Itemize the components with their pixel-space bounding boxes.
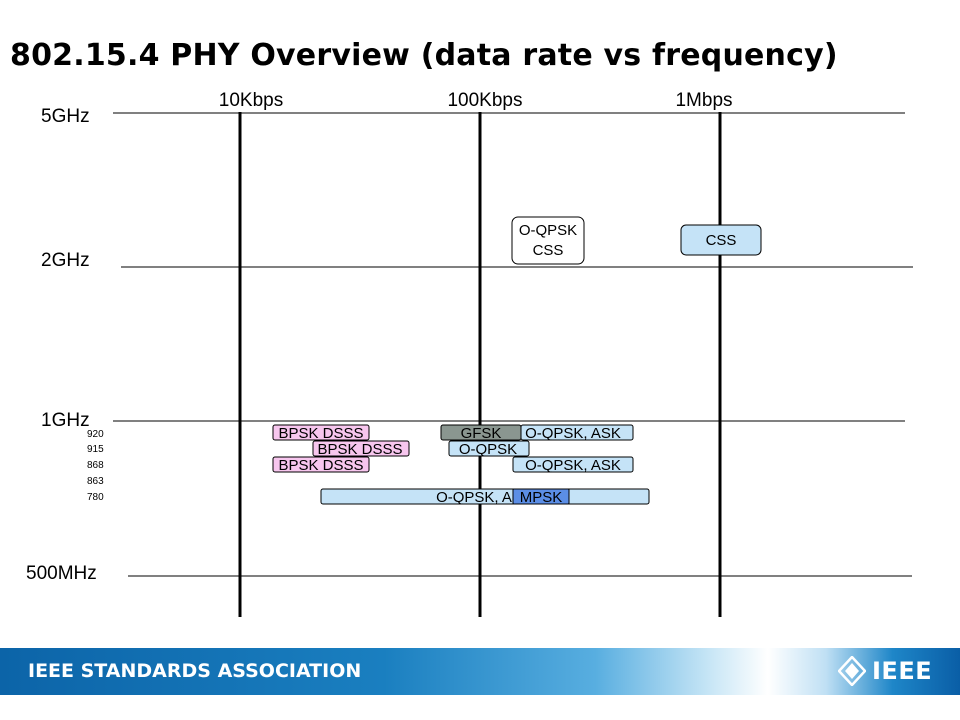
svg-text:O-QPSK: O-QPSK <box>519 222 577 239</box>
phy-box-bpsk-dsss-868: BPSK DSSS <box>272 456 370 474</box>
svg-text:O-QPSK, A: O-QPSK, A <box>436 489 512 506</box>
phy-box-gfsk-920: GFSK <box>440 424 522 442</box>
freq-label: 5GHz <box>41 106 90 127</box>
phy-box-oqpsk-915: O-QPSK <box>448 440 530 458</box>
ieee-logo: IEEE <box>838 654 932 688</box>
footer-org-name: IEEE STANDARDS ASSOCIATION <box>28 660 362 682</box>
freq-label: 2GHz <box>41 250 90 271</box>
phy-box-bpsk-dsss-920: BPSK DSSS <box>272 424 370 442</box>
svg-text:MPSK: MPSK <box>520 489 563 506</box>
freq-label: 1GHz <box>41 410 90 431</box>
ieee-logo-text: IEEE <box>872 657 933 685</box>
svg-text:BPSK DSSS: BPSK DSSS <box>278 425 363 442</box>
svg-text:GFSK: GFSK <box>461 425 502 442</box>
page-title: 802.15.4 PHY Overview (data rate vs freq… <box>10 38 838 73</box>
svg-text:BPSK DSSS: BPSK DSSS <box>278 457 363 474</box>
svg-text:O-QPSK: O-QPSK <box>459 441 517 458</box>
phy-box-oqpsk-ask-780: O-QPSK, A <box>320 488 650 506</box>
phy-box-css-2ghz: CSS <box>680 224 762 256</box>
svg-text:CSS: CSS <box>706 232 737 249</box>
svg-text:BPSK DSSS: BPSK DSSS <box>317 441 402 458</box>
rate-label: 1Mbps <box>675 90 732 111</box>
freq-label: 500MHz <box>26 563 97 584</box>
phy-box-oqpsk-css-2ghz: O-QPSK CSS <box>511 216 585 265</box>
rate-label: 10Kbps <box>219 90 283 111</box>
phy-box-bpsk-dsss-915: BPSK DSSS <box>312 440 410 458</box>
rate-label: 100Kbps <box>447 90 522 111</box>
band-label: 868 <box>87 460 104 471</box>
band-label: 920 <box>87 429 104 440</box>
footer-banner: IEEE STANDARDS ASSOCIATION IEEE <box>0 648 960 695</box>
phy-box-mpsk-780: MPSK <box>512 488 570 506</box>
ieee-diamond-icon <box>838 656 866 686</box>
band-label: 863 <box>87 476 104 487</box>
band-label: 780 <box>87 492 104 503</box>
phy-diagram: 10Kbps 100Kbps 1Mbps 5GHz 2GHz 1GHz 500M… <box>26 90 913 617</box>
svg-text:CSS: CSS <box>533 242 564 259</box>
band-label: 915 <box>87 444 104 455</box>
phy-box-oqpsk-ask-868: O-QPSK, ASK <box>512 456 634 474</box>
svg-text:O-QPSK, ASK: O-QPSK, ASK <box>525 457 621 474</box>
svg-text:O-QPSK, ASK: O-QPSK, ASK <box>525 425 621 442</box>
phy-box-oqpsk-ask-920: O-QPSK, ASK <box>520 424 634 442</box>
